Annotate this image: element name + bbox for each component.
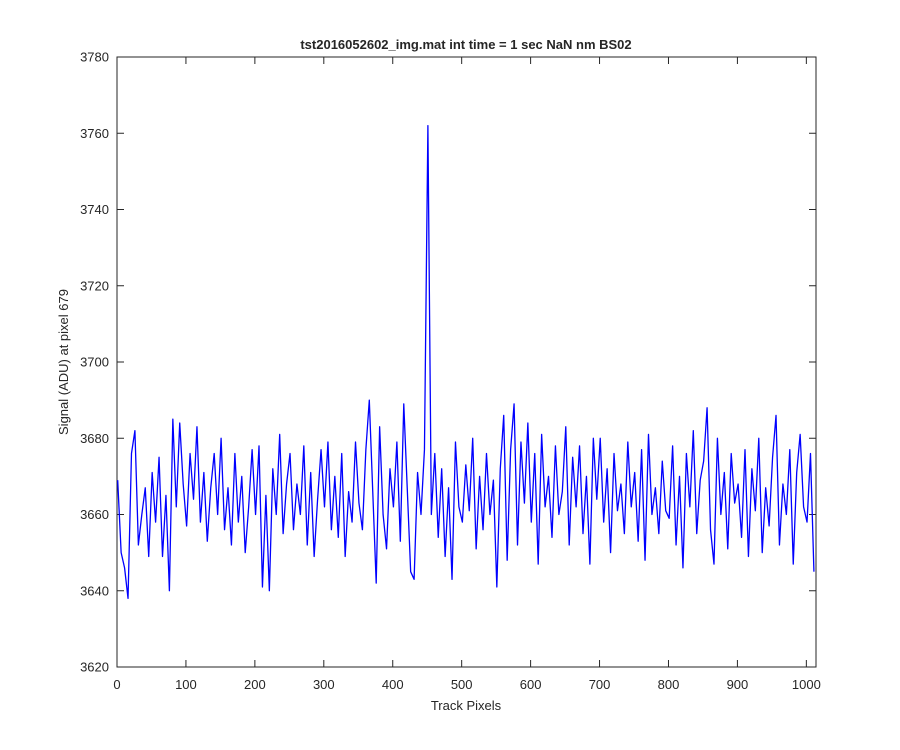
y-tick-label: 3700	[80, 355, 109, 370]
y-tick-label: 3620	[80, 660, 109, 675]
data-line	[117, 124, 815, 600]
x-tick-label: 100	[175, 677, 197, 692]
y-axis-label: Signal (ADU) at pixel 679	[56, 289, 71, 435]
plot-frame	[116, 56, 817, 668]
y-tick-label: 3660	[80, 507, 109, 522]
y-tick-label: 3760	[80, 126, 109, 141]
y-tick-label: 3780	[80, 50, 109, 65]
x-tick-label: 900	[727, 677, 749, 692]
y-tick-label: 3640	[80, 583, 109, 598]
x-tick-label: 0	[113, 677, 120, 692]
x-tick-label: 300	[313, 677, 335, 692]
y-tick-label: 3720	[80, 278, 109, 293]
x-tick-label: 400	[382, 677, 404, 692]
x-tick-label: 800	[658, 677, 680, 692]
x-tick-label: 600	[520, 677, 542, 692]
x-tick-label: 200	[244, 677, 266, 692]
y-tick-label: 3740	[80, 202, 109, 217]
chart-title: tst2016052602_img.mat int time = 1 sec N…	[300, 37, 631, 52]
x-tick-label: 1000	[792, 677, 821, 692]
x-tick-label: 500	[451, 677, 473, 692]
x-tick-label: 700	[589, 677, 611, 692]
x-axis-label: Track Pixels	[431, 698, 502, 713]
y-tick-label: 3680	[80, 431, 109, 446]
